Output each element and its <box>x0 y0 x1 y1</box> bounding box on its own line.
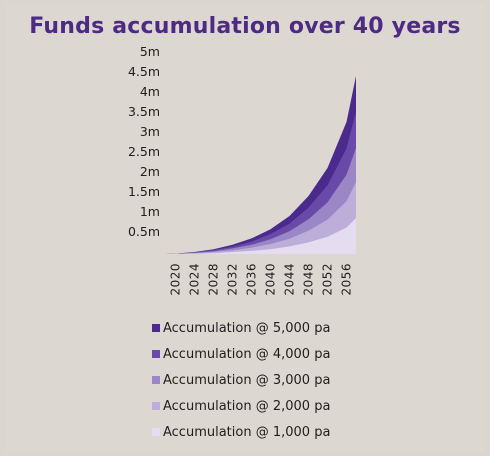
x-tick-label: 2048 <box>302 263 316 296</box>
x-tick-label: 2036 <box>245 263 259 296</box>
chart-panel <box>6 4 484 452</box>
legend-item: Accumulation @ 4,000 pa <box>152 342 482 368</box>
x-tick-label: 2044 <box>283 263 297 296</box>
y-tick-label: 1.5m <box>128 184 160 199</box>
series-areas <box>166 76 356 254</box>
chart-title: Funds accumulation over 40 years <box>29 14 461 39</box>
legend: Accumulation @ 5,000 pa Accumulation @ 4,… <box>152 316 482 446</box>
legend-item: Accumulation @ 1,000 pa <box>152 420 482 446</box>
legend-item: Accumulation @ 5,000 pa <box>152 316 482 342</box>
legend-label: Accumulation @ 4,000 pa <box>163 347 331 362</box>
legend-swatch <box>152 323 160 332</box>
y-tick-label: 3.5m <box>128 104 160 119</box>
area-series-5 <box>166 218 356 254</box>
area-series-3 <box>166 148 356 254</box>
y-tick-label: 1m <box>140 204 160 219</box>
area-series-2 <box>166 112 356 254</box>
y-tick-label: 4m <box>140 84 160 99</box>
x-axis-ticks: 2020 2024 2028 2032 2036 2040 2044 2048 2052 2056 <box>169 263 354 296</box>
legend-swatch <box>152 375 160 384</box>
y-tick-label: 0.5m <box>128 224 160 239</box>
x-tick-label: 2056 <box>340 263 354 296</box>
x-tick-label: 2040 <box>264 263 278 296</box>
legend-label: Accumulation @ 3,000 pa <box>163 373 331 388</box>
legend-swatch <box>152 401 160 410</box>
y-tick-label: 3m <box>140 124 160 139</box>
area-series-4 <box>166 182 356 254</box>
legend-label: Accumulation @ 2,000 pa <box>163 399 331 414</box>
x-tick-label: 2032 <box>226 263 240 296</box>
legend-label: Accumulation @ 1,000 pa <box>163 425 331 440</box>
legend-swatch <box>152 349 160 358</box>
legend-item: Accumulation @ 2,000 pa <box>152 394 482 420</box>
y-tick-label: 4.5m <box>128 64 160 79</box>
y-tick-label: 5m <box>140 44 160 59</box>
x-tick-label: 2020 <box>169 263 183 296</box>
y-axis-ticks: 0.5m 1m 1.5m 2m 2.5m 3m 3.5m 4m 4.5m 5m <box>128 44 160 239</box>
x-tick-label: 2052 <box>321 263 335 296</box>
legend-item: Accumulation @ 3,000 pa <box>152 368 482 394</box>
y-tick-label: 2.5m <box>128 144 160 159</box>
x-tick-label: 2024 <box>188 263 202 296</box>
y-tick-label: 2m <box>140 164 160 179</box>
x-tick-label: 2028 <box>207 263 221 296</box>
legend-swatch <box>152 427 160 436</box>
legend-label: Accumulation @ 5,000 pa <box>163 321 331 336</box>
